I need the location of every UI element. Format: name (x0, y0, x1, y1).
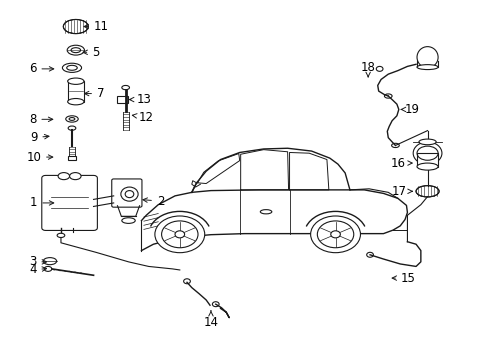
Ellipse shape (416, 65, 437, 69)
Text: 2: 2 (142, 195, 164, 208)
Ellipse shape (43, 258, 57, 265)
Ellipse shape (44, 266, 52, 271)
Ellipse shape (330, 231, 340, 238)
Ellipse shape (175, 231, 184, 238)
Ellipse shape (63, 19, 88, 33)
Ellipse shape (416, 163, 437, 170)
Ellipse shape (67, 45, 84, 55)
Text: 12: 12 (132, 111, 153, 124)
Text: 5: 5 (83, 46, 100, 59)
Text: 14: 14 (203, 311, 218, 329)
Bar (67, 156, 76, 160)
FancyBboxPatch shape (112, 179, 142, 207)
Ellipse shape (412, 142, 441, 165)
Text: 10: 10 (26, 150, 53, 163)
Text: 19: 19 (401, 103, 419, 116)
Ellipse shape (121, 187, 138, 201)
Ellipse shape (416, 47, 437, 68)
Bar (416, 153, 437, 167)
Text: 18: 18 (360, 60, 375, 77)
FancyBboxPatch shape (41, 175, 97, 230)
Text: 1: 1 (30, 197, 54, 210)
Text: 6: 6 (29, 62, 54, 75)
Text: 11: 11 (84, 20, 108, 33)
Text: 4: 4 (29, 264, 46, 276)
Ellipse shape (65, 116, 78, 122)
Ellipse shape (122, 218, 135, 224)
Ellipse shape (415, 186, 438, 197)
Bar (117, 96, 127, 103)
Ellipse shape (58, 172, 69, 180)
Text: 13: 13 (129, 93, 151, 106)
Ellipse shape (122, 85, 129, 90)
Text: 15: 15 (391, 271, 415, 284)
Text: 9: 9 (30, 131, 49, 144)
Ellipse shape (62, 63, 81, 72)
Text: 8: 8 (29, 113, 53, 126)
Text: 3: 3 (29, 255, 46, 268)
Text: 16: 16 (389, 157, 411, 170)
Ellipse shape (68, 126, 76, 130)
Text: 7: 7 (84, 87, 104, 100)
Ellipse shape (67, 99, 84, 105)
Ellipse shape (67, 78, 84, 84)
Ellipse shape (69, 172, 81, 180)
Text: 17: 17 (390, 185, 411, 198)
Bar (67, 81, 84, 102)
Ellipse shape (57, 233, 65, 238)
Ellipse shape (310, 216, 360, 253)
Ellipse shape (155, 216, 204, 253)
Ellipse shape (418, 139, 435, 145)
